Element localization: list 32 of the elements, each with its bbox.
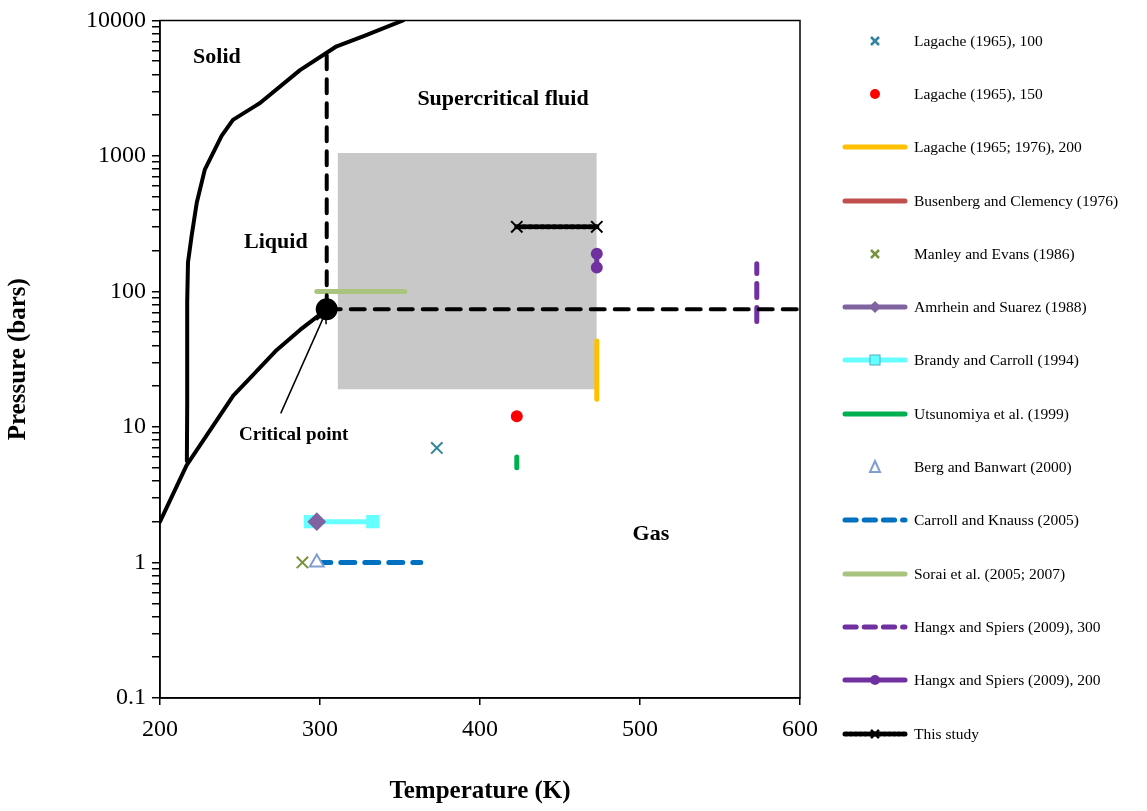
legend-label: Utsunomiya et al. (1999): [914, 403, 1070, 424]
y-tick-label: 1: [134, 547, 146, 574]
y-tick-label: 10: [122, 412, 146, 439]
legend-label: Hangx and Spiers (2009), 200: [914, 670, 1102, 691]
legend-label: Lagache (1965), 150: [914, 83, 1044, 104]
legend-label: Amrhein and Suarez (1988): [914, 297, 1088, 318]
x-tick-label: 500: [622, 714, 658, 741]
y-tick-label: 100: [110, 276, 146, 303]
legend-label: Brandy and Carroll (1994): [914, 350, 1080, 371]
legend-label: Berg and Banwart (2000): [914, 457, 1073, 477]
y-tick-label: 10000: [86, 5, 146, 32]
legend-label: Manley and Evans (1986): [914, 243, 1076, 264]
legend-label: Hangx and Spiers (2009), 300: [914, 616, 1102, 637]
x-axis-title: Temperature (K): [389, 776, 571, 805]
y-tick-label: 0.1: [116, 683, 146, 710]
legend-label: Lagache (1965), 100: [914, 30, 1044, 51]
legend-label: Busenberg and Clemency (1976): [914, 190, 1119, 211]
legend-label: Carroll and Knauss (2005): [914, 510, 1080, 531]
x-tick-label: 200: [142, 714, 178, 741]
annotation: Gas: [632, 519, 670, 545]
legend-label: This study: [914, 723, 981, 744]
annotation: Supercritical fluid: [417, 85, 589, 111]
y-tick-label: 1000: [98, 141, 146, 168]
annotation: Liquid: [244, 227, 308, 253]
x-tick-label: 400: [462, 714, 498, 741]
annotation: Solid: [193, 42, 241, 68]
annotation: Critical point: [239, 423, 350, 445]
legend-label: Sorai et al. (2005; 2007): [914, 563, 1067, 584]
legend-label: Lagache (1965; 1976), 200: [914, 137, 1083, 158]
x-tick-label: 300: [302, 714, 338, 741]
x-tick-label: 600: [782, 714, 818, 741]
y-axis-title: Pressure (bars): [3, 278, 32, 441]
